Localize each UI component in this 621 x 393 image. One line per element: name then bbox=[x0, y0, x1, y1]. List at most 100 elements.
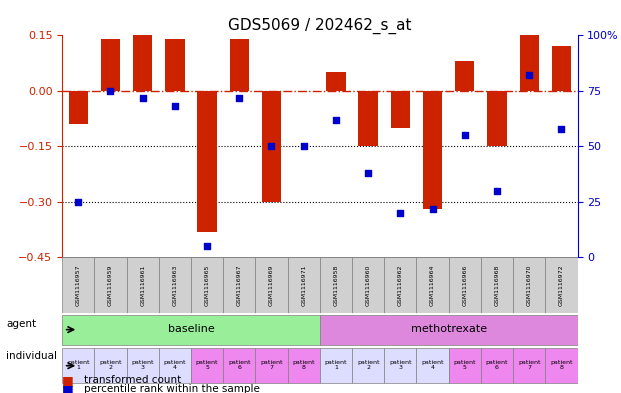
Point bbox=[170, 103, 180, 110]
Bar bbox=[230, 39, 249, 91]
Text: GSM1116968: GSM1116968 bbox=[494, 264, 499, 306]
Text: ■: ■ bbox=[62, 382, 74, 393]
Text: patient
8: patient 8 bbox=[292, 360, 315, 370]
Point bbox=[556, 125, 566, 132]
Bar bbox=[326, 72, 346, 91]
FancyBboxPatch shape bbox=[320, 348, 352, 383]
Text: GSM1116958: GSM1116958 bbox=[333, 264, 338, 306]
FancyBboxPatch shape bbox=[191, 348, 223, 383]
Text: patient
1: patient 1 bbox=[325, 360, 347, 370]
Bar bbox=[133, 35, 152, 91]
Point bbox=[106, 88, 116, 94]
Text: patient
6: patient 6 bbox=[228, 360, 250, 370]
FancyBboxPatch shape bbox=[127, 348, 159, 383]
FancyBboxPatch shape bbox=[417, 348, 448, 383]
Text: patient
7: patient 7 bbox=[260, 360, 283, 370]
Text: transformed count: transformed count bbox=[84, 375, 181, 386]
FancyBboxPatch shape bbox=[288, 348, 320, 383]
Text: methotrexate: methotrexate bbox=[410, 324, 487, 334]
Text: patient
7: patient 7 bbox=[518, 360, 540, 370]
FancyBboxPatch shape bbox=[62, 257, 94, 313]
FancyBboxPatch shape bbox=[448, 257, 481, 313]
Point bbox=[202, 243, 212, 250]
FancyBboxPatch shape bbox=[127, 257, 159, 313]
Text: patient
2: patient 2 bbox=[99, 360, 122, 370]
Text: GSM1116959: GSM1116959 bbox=[108, 264, 113, 306]
Text: percentile rank within the sample: percentile rank within the sample bbox=[84, 384, 260, 393]
Point bbox=[331, 117, 341, 123]
Text: GSM1116957: GSM1116957 bbox=[76, 264, 81, 306]
FancyBboxPatch shape bbox=[255, 257, 288, 313]
Point bbox=[138, 94, 148, 101]
Text: GSM1116966: GSM1116966 bbox=[462, 264, 467, 306]
FancyBboxPatch shape bbox=[94, 257, 127, 313]
Text: GSM1116960: GSM1116960 bbox=[366, 264, 371, 306]
FancyBboxPatch shape bbox=[159, 257, 191, 313]
Bar bbox=[487, 91, 507, 147]
FancyBboxPatch shape bbox=[448, 348, 481, 383]
Text: GSM1116970: GSM1116970 bbox=[527, 264, 532, 306]
Text: GSM1116962: GSM1116962 bbox=[398, 264, 403, 306]
Text: patient
1: patient 1 bbox=[67, 360, 89, 370]
Text: patient
4: patient 4 bbox=[421, 360, 444, 370]
FancyBboxPatch shape bbox=[223, 257, 255, 313]
FancyBboxPatch shape bbox=[352, 348, 384, 383]
Text: patient
4: patient 4 bbox=[163, 360, 186, 370]
FancyBboxPatch shape bbox=[255, 348, 288, 383]
Bar bbox=[165, 39, 184, 91]
Point bbox=[299, 143, 309, 150]
Text: GSM1116963: GSM1116963 bbox=[173, 264, 178, 306]
FancyBboxPatch shape bbox=[513, 348, 545, 383]
Point bbox=[234, 94, 244, 101]
Text: GSM1116965: GSM1116965 bbox=[204, 264, 209, 306]
FancyBboxPatch shape bbox=[62, 315, 320, 345]
FancyBboxPatch shape bbox=[384, 257, 417, 313]
Bar bbox=[101, 39, 120, 91]
Bar bbox=[520, 35, 539, 91]
Text: GSM1116969: GSM1116969 bbox=[269, 264, 274, 306]
Text: ■: ■ bbox=[62, 374, 74, 387]
Point bbox=[524, 72, 534, 79]
Point bbox=[363, 170, 373, 176]
FancyBboxPatch shape bbox=[320, 315, 578, 345]
Text: patient
8: patient 8 bbox=[550, 360, 573, 370]
Point bbox=[460, 132, 469, 138]
FancyBboxPatch shape bbox=[545, 348, 578, 383]
Point bbox=[428, 206, 438, 212]
Text: GSM1116967: GSM1116967 bbox=[237, 264, 242, 306]
FancyBboxPatch shape bbox=[352, 257, 384, 313]
FancyBboxPatch shape bbox=[223, 348, 255, 383]
Text: individual: individual bbox=[6, 351, 57, 361]
Text: GSM1116972: GSM1116972 bbox=[559, 264, 564, 306]
FancyBboxPatch shape bbox=[481, 348, 513, 383]
Text: GSM1116971: GSM1116971 bbox=[301, 264, 306, 306]
Bar bbox=[358, 91, 378, 147]
FancyBboxPatch shape bbox=[62, 348, 94, 383]
Bar bbox=[262, 91, 281, 202]
Point bbox=[73, 199, 83, 205]
FancyBboxPatch shape bbox=[159, 348, 191, 383]
Text: agent: agent bbox=[6, 319, 37, 329]
FancyBboxPatch shape bbox=[481, 257, 513, 313]
Text: patient
5: patient 5 bbox=[453, 360, 476, 370]
Text: baseline: baseline bbox=[168, 324, 214, 334]
FancyBboxPatch shape bbox=[288, 257, 320, 313]
FancyBboxPatch shape bbox=[513, 257, 545, 313]
FancyBboxPatch shape bbox=[545, 257, 578, 313]
FancyBboxPatch shape bbox=[384, 348, 417, 383]
Point bbox=[266, 143, 276, 150]
Bar bbox=[68, 91, 88, 124]
Point bbox=[492, 188, 502, 194]
Text: patient
5: patient 5 bbox=[196, 360, 219, 370]
Text: GSM1116961: GSM1116961 bbox=[140, 264, 145, 306]
Text: patient
3: patient 3 bbox=[389, 360, 412, 370]
Bar bbox=[391, 91, 410, 128]
Text: patient
6: patient 6 bbox=[486, 360, 508, 370]
FancyBboxPatch shape bbox=[191, 257, 223, 313]
FancyBboxPatch shape bbox=[94, 348, 127, 383]
Text: patient
3: patient 3 bbox=[132, 360, 154, 370]
FancyBboxPatch shape bbox=[417, 257, 448, 313]
FancyBboxPatch shape bbox=[320, 257, 352, 313]
Bar bbox=[423, 91, 442, 209]
Text: patient
2: patient 2 bbox=[357, 360, 379, 370]
